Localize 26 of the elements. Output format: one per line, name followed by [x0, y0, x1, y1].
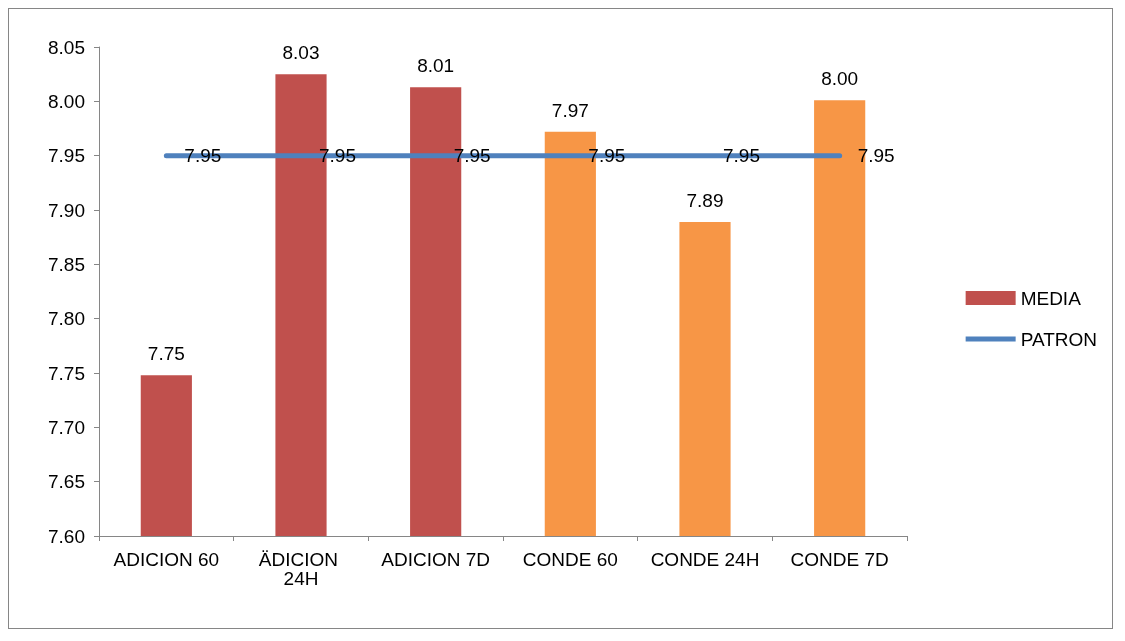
- x-tick-label: CONDE 60: [522, 549, 618, 570]
- x-tick-label: ÄDICION 24H: [258, 549, 344, 589]
- y-tick-label: 7.70: [48, 416, 85, 438]
- y-tick-label: 7.95: [48, 145, 85, 167]
- y-tick-label: 8.00: [48, 90, 85, 112]
- x-tick-label: ADICION 60: [113, 549, 220, 570]
- data-label: 8.03: [282, 42, 320, 64]
- y-tick-label: 7.75: [48, 362, 85, 384]
- y-tick-label: 7.90: [48, 199, 85, 221]
- data-label: 7.89: [686, 189, 724, 211]
- data-label: 7.95: [184, 145, 222, 167]
- legend-label: PATRON: [1020, 328, 1098, 350]
- y-tick-label: 7.85: [48, 253, 85, 275]
- y-tick-label: 7.65: [48, 471, 85, 493]
- x-tick-label: CONDE 24H: [650, 549, 760, 570]
- data-label: 7.75: [147, 343, 185, 365]
- data-label: 8.01: [417, 55, 455, 77]
- data-label: 7.95: [723, 145, 760, 167]
- x-tick-label: CONDE 7D: [790, 549, 889, 570]
- x-tick-label: ADICION 7D: [381, 549, 491, 570]
- y-tick-label: 7.80: [48, 308, 85, 330]
- data-label: 7.97: [551, 99, 589, 121]
- y-tick-label: 7.60: [48, 525, 85, 547]
- data-label: 8.00: [821, 68, 859, 90]
- y-tick-label: 8.05: [48, 36, 85, 58]
- legend-label: MEDIA: [1020, 287, 1082, 309]
